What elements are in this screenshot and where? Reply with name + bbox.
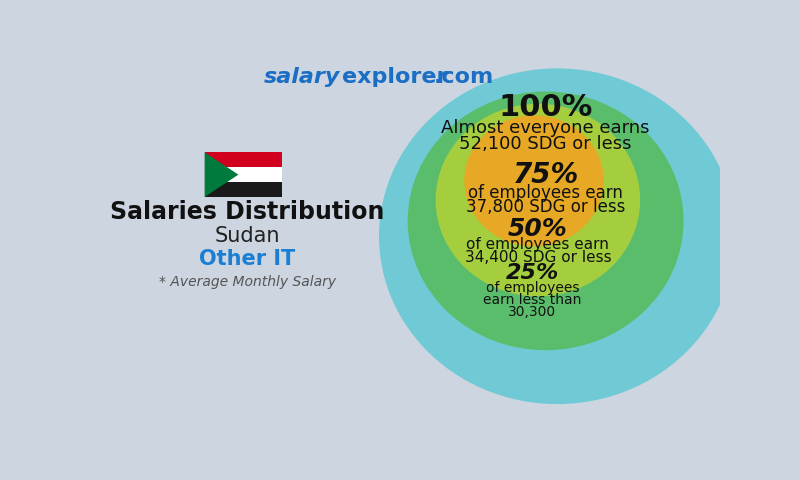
Ellipse shape: [408, 92, 683, 350]
Polygon shape: [205, 152, 238, 197]
Text: earn less than: earn less than: [483, 293, 582, 307]
FancyBboxPatch shape: [100, 58, 410, 427]
Text: 30,300: 30,300: [508, 305, 557, 320]
Text: 25%: 25%: [506, 263, 559, 283]
Text: explorer: explorer: [342, 67, 447, 87]
Text: 34,400 SDG or less: 34,400 SDG or less: [465, 250, 611, 265]
Ellipse shape: [379, 68, 735, 404]
Text: 52,100 SDG or less: 52,100 SDG or less: [459, 135, 632, 153]
Text: salary: salary: [264, 67, 340, 87]
Text: 50%: 50%: [508, 216, 568, 240]
Bar: [205, 167, 282, 182]
Text: Other IT: Other IT: [199, 249, 295, 269]
Text: * Average Monthly Salary: * Average Monthly Salary: [158, 276, 336, 289]
Text: Almost everyone earns: Almost everyone earns: [442, 120, 650, 137]
Text: of employees earn: of employees earn: [468, 184, 623, 202]
Text: 75%: 75%: [513, 161, 578, 189]
Text: of employees earn: of employees earn: [466, 237, 610, 252]
Bar: [205, 182, 282, 197]
Text: 100%: 100%: [498, 93, 593, 122]
Bar: [205, 152, 282, 167]
Text: 37,800 SDG or less: 37,800 SDG or less: [466, 198, 626, 216]
Text: Sudan: Sudan: [214, 226, 280, 246]
Text: Salaries Distribution: Salaries Distribution: [110, 200, 385, 224]
Text: of employees: of employees: [486, 281, 579, 295]
Ellipse shape: [464, 115, 604, 246]
Text: .com: .com: [434, 67, 494, 87]
Ellipse shape: [435, 104, 640, 296]
